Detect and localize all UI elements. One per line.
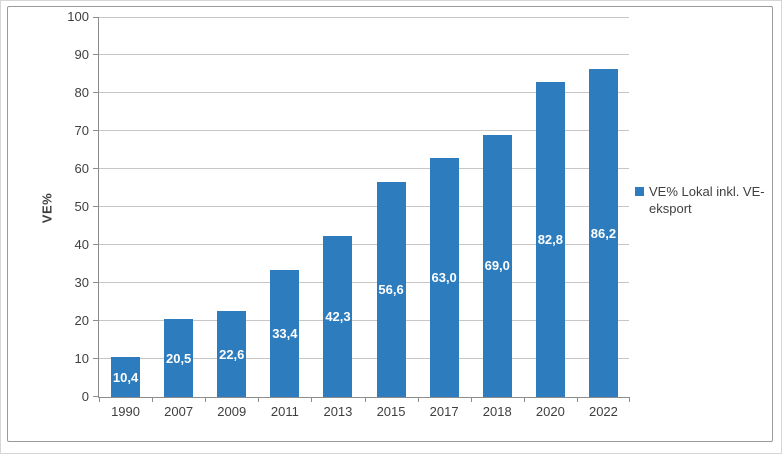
x-axis-tick-label: 2020 bbox=[535, 404, 565, 419]
y-axis-tick bbox=[93, 358, 99, 359]
x-axis-tick bbox=[99, 397, 100, 402]
bar: 20,5 bbox=[164, 319, 194, 397]
x-axis-tick-label: 2015 bbox=[376, 404, 406, 419]
y-axis-tick-label: 80 bbox=[74, 85, 89, 100]
x-axis-tick bbox=[258, 397, 260, 402]
y-axis-tick-label: 60 bbox=[74, 161, 89, 176]
bar: 69,0 bbox=[482, 134, 512, 397]
gridline bbox=[99, 17, 629, 18]
y-axis-tick-label: 20 bbox=[74, 313, 89, 328]
x-axis-tick-label: 2013 bbox=[323, 404, 353, 419]
x-axis-tick bbox=[523, 397, 525, 402]
bar-value-label: 86,2 bbox=[590, 225, 617, 241]
x-axis-tick bbox=[311, 397, 313, 402]
bar-value-label: 56,6 bbox=[378, 281, 404, 297]
bar: 86,2 bbox=[588, 69, 618, 397]
x-axis-tick bbox=[205, 397, 207, 402]
bar: 33,4 bbox=[270, 270, 300, 397]
y-axis-tick-label: 40 bbox=[74, 237, 89, 252]
plot-area: 0 10 20 30 40 50 60 70 80 90 100 10,4 1990 20,5 2007 22… bbox=[67, 9, 630, 419]
y-axis-tick bbox=[93, 396, 99, 397]
x-axis-tick bbox=[629, 397, 630, 402]
y-axis-tick bbox=[93, 244, 99, 245]
y-axis-tick bbox=[93, 17, 99, 18]
legend-series-label: VE% Lokal inkl. VE-eksport bbox=[649, 184, 765, 216]
y-axis-tick-label: 100 bbox=[67, 9, 89, 24]
legend-series-marker-icon bbox=[635, 187, 644, 196]
x-axis-tick-label: 2009 bbox=[217, 404, 247, 419]
x-axis-tick-label: 2022 bbox=[588, 404, 618, 419]
bar: 42,3 bbox=[323, 236, 353, 397]
gridline bbox=[99, 168, 629, 169]
x-axis-tick bbox=[470, 397, 472, 402]
gridline bbox=[99, 282, 629, 283]
y-axis-tick bbox=[93, 54, 99, 55]
gridline bbox=[99, 92, 629, 93]
x-axis-tick bbox=[417, 397, 419, 402]
bar-value-label: 42,3 bbox=[325, 309, 351, 325]
y-axis-tick-label: 50 bbox=[74, 199, 89, 214]
bar-value-label: 22,6 bbox=[219, 346, 245, 362]
bar-value-label: 63,0 bbox=[431, 269, 457, 285]
y-axis-tick-label: 70 bbox=[74, 123, 89, 138]
gridline bbox=[99, 206, 629, 207]
x-axis-tick bbox=[364, 397, 366, 402]
y-axis-tick bbox=[93, 130, 99, 131]
y-axis-tick bbox=[93, 282, 99, 283]
bar-value-label: 20,5 bbox=[165, 350, 192, 366]
y-axis-tick-label: 90 bbox=[74, 47, 89, 62]
bar: 10,4 bbox=[111, 357, 141, 397]
gridline bbox=[99, 130, 629, 131]
legend: VE% Lokal inkl. VE-eksport bbox=[635, 183, 769, 217]
y-axis-tick bbox=[93, 320, 99, 321]
y-axis-tick bbox=[93, 92, 99, 93]
x-axis-tick bbox=[152, 397, 154, 402]
y-axis-tick-label: 10 bbox=[74, 351, 89, 366]
x-axis-tick-label: 2007 bbox=[164, 404, 194, 419]
y-axis-tick bbox=[93, 168, 99, 169]
gridline bbox=[99, 320, 629, 321]
bar: 63,0 bbox=[429, 157, 459, 397]
x-axis-tick-label: 2017 bbox=[429, 404, 459, 419]
y-axis-tick-label: 0 bbox=[81, 389, 89, 404]
bar-value-label: 10,4 bbox=[112, 369, 139, 385]
y-axis-tick bbox=[93, 206, 99, 207]
x-axis-tick-label: 2011 bbox=[270, 404, 299, 419]
bar-value-label: 33,4 bbox=[272, 326, 298, 342]
bar: 56,6 bbox=[376, 181, 406, 397]
x-axis-tick-label: 1990 bbox=[111, 404, 140, 419]
gridline bbox=[99, 54, 629, 55]
bar: 82,8 bbox=[535, 82, 565, 397]
bar-value-label: 69,0 bbox=[484, 258, 510, 274]
gridline bbox=[99, 244, 629, 245]
x-axis-tick-label: 2018 bbox=[482, 404, 512, 419]
bar-value-label: 82,8 bbox=[537, 232, 563, 248]
x-axis-tick bbox=[576, 397, 578, 402]
y-axis-tick-label: 30 bbox=[74, 275, 89, 290]
bar: 22,6 bbox=[217, 311, 247, 397]
gridline bbox=[99, 358, 629, 359]
